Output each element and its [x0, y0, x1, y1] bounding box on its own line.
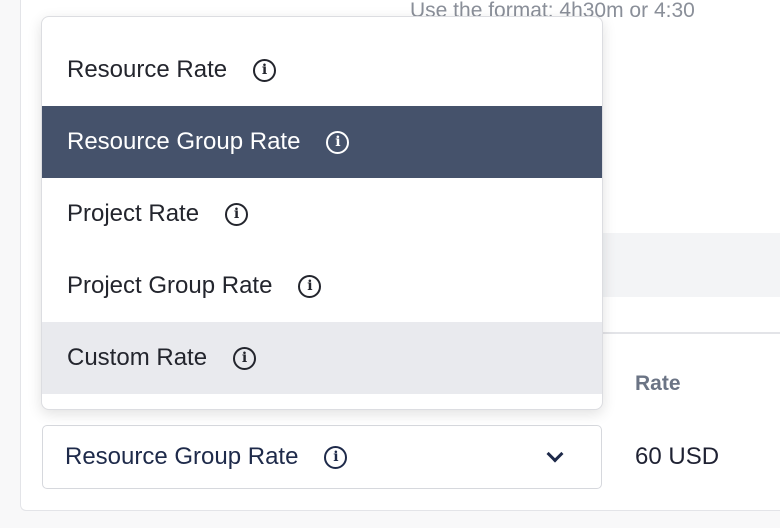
option-label: Project Group Rate	[67, 272, 273, 299]
info-icon[interactable]: i	[324, 445, 348, 469]
rate-type-select[interactable]: Resource Group Rate i	[42, 425, 602, 489]
info-icon[interactable]: i	[225, 202, 249, 226]
option-project-group-rate[interactable]: Project Group Rate i	[42, 250, 602, 322]
option-label: Custom Rate	[67, 344, 208, 371]
rate-value: 60 USD	[635, 443, 720, 470]
option-label: Project Rate	[67, 200, 200, 227]
option-custom-rate[interactable]: Custom Rate i	[42, 322, 602, 394]
rate-type-dropdown-menu: Resource Rate i Resource Group Rate i Proj…	[41, 16, 603, 410]
select-value: Resource Group Rate	[65, 443, 299, 470]
rate-column-header: Rate	[635, 372, 681, 395]
info-icon[interactable]: i	[233, 346, 257, 370]
table-header-band	[603, 233, 780, 297]
option-resource-rate[interactable]: Resource Rate i	[42, 34, 602, 106]
option-label: Resource Group Rate	[67, 128, 301, 155]
chevron-down-icon[interactable]	[546, 445, 564, 463]
option-project-rate[interactable]: Project Rate i	[42, 178, 602, 250]
info-icon[interactable]: i	[298, 274, 322, 298]
option-resource-group-rate[interactable]: Resource Group Rate i	[42, 106, 602, 178]
info-icon[interactable]: i	[253, 58, 277, 82]
divider	[603, 332, 780, 334]
info-icon[interactable]: i	[326, 130, 350, 154]
option-label: Resource Rate	[67, 56, 228, 83]
